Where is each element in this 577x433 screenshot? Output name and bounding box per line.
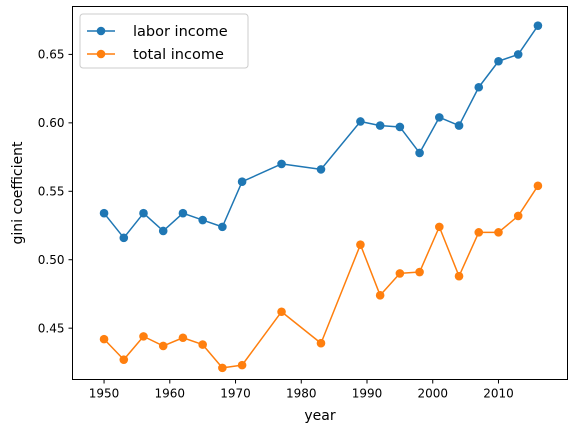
- data-point-total-income: [119, 355, 129, 364]
- plot-area: [99, 21, 543, 373]
- series-line-labor-income: [103, 25, 539, 239]
- legend-entry-labor-income: labor income: [87, 24, 228, 40]
- data-point-labor-income: [494, 56, 503, 66]
- data-point-total-income: [415, 267, 424, 277]
- data-point-labor-income: [395, 122, 405, 132]
- data-point-total-income: [474, 228, 484, 237]
- legend-marker-total-income: [96, 49, 106, 59]
- data-point-total-income: [316, 338, 326, 348]
- data-point-labor-income: [178, 208, 188, 218]
- y-tick-label: 0.50: [38, 253, 65, 267]
- data-point-labor-income: [375, 121, 385, 130]
- data-point-labor-income: [474, 82, 484, 92]
- data-point-total-income: [158, 341, 168, 351]
- y-axis: 0.45 0.50 0.55 0.60 0.65: [38, 48, 73, 335]
- data-point-labor-income: [198, 215, 207, 225]
- data-point-labor-income: [435, 113, 444, 122]
- x-tick-label: 1970: [220, 387, 251, 401]
- legend: labor income total income: [79, 13, 249, 69]
- data-point-total-income: [178, 333, 188, 343]
- data-point-labor-income: [119, 233, 129, 243]
- data-point-labor-income: [454, 121, 464, 130]
- data-point-total-income: [533, 181, 543, 191]
- data-point-labor-income: [415, 148, 424, 158]
- data-point-labor-income: [277, 159, 286, 169]
- data-point-labor-income: [316, 165, 326, 174]
- y-tick-label: 0.60: [38, 116, 65, 130]
- x-tick-label: 1990: [352, 387, 383, 401]
- legend-entry-total-income: total income: [87, 47, 224, 63]
- data-point-labor-income: [237, 177, 247, 187]
- data-point-labor-income: [533, 21, 543, 30]
- legend-label-total-income: total income: [133, 47, 224, 63]
- data-point-labor-income: [218, 222, 227, 232]
- data-point-labor-income: [356, 117, 365, 126]
- x-axis: 1950 1960 1970 1980 1990 2000 2010: [89, 379, 514, 401]
- data-point-total-income: [435, 222, 444, 232]
- data-point-total-income: [375, 291, 385, 300]
- x-axis-label: year: [304, 408, 335, 424]
- x-tick-label: 1980: [286, 387, 317, 401]
- data-point-total-income: [395, 269, 405, 278]
- axes-frame: [72, 6, 568, 380]
- data-point-total-income: [198, 340, 207, 349]
- data-point-labor-income: [513, 50, 523, 59]
- x-tick-label: 2010: [483, 387, 514, 401]
- data-point-labor-income: [139, 208, 148, 218]
- data-point-total-income: [139, 332, 148, 341]
- data-point-labor-income: [158, 226, 168, 236]
- data-point-total-income: [513, 211, 523, 221]
- y-axis-label: gini coefficient: [10, 141, 26, 244]
- data-point-total-income: [99, 334, 109, 344]
- legend-label-labor-income: labor income: [133, 24, 228, 40]
- data-point-labor-income: [99, 208, 109, 218]
- x-tick-label: 1950: [89, 387, 120, 401]
- data-point-total-income: [218, 363, 227, 373]
- legend-box: [79, 13, 249, 69]
- x-tick-label: 1960: [155, 387, 186, 401]
- data-point-total-income: [454, 271, 464, 281]
- y-tick-label: 0.55: [38, 185, 65, 199]
- data-point-total-income: [494, 228, 503, 237]
- data-point-total-income: [277, 307, 286, 317]
- y-tick-label: 0.45: [38, 321, 65, 335]
- y-tick-label: 0.65: [38, 48, 65, 62]
- data-point-total-income: [356, 240, 365, 249]
- legend-marker-labor-income: [96, 26, 106, 36]
- series-total-income: [99, 181, 543, 373]
- data-point-total-income: [237, 360, 247, 370]
- series-labor-income: [99, 21, 543, 243]
- x-tick-label: 2000: [417, 387, 448, 401]
